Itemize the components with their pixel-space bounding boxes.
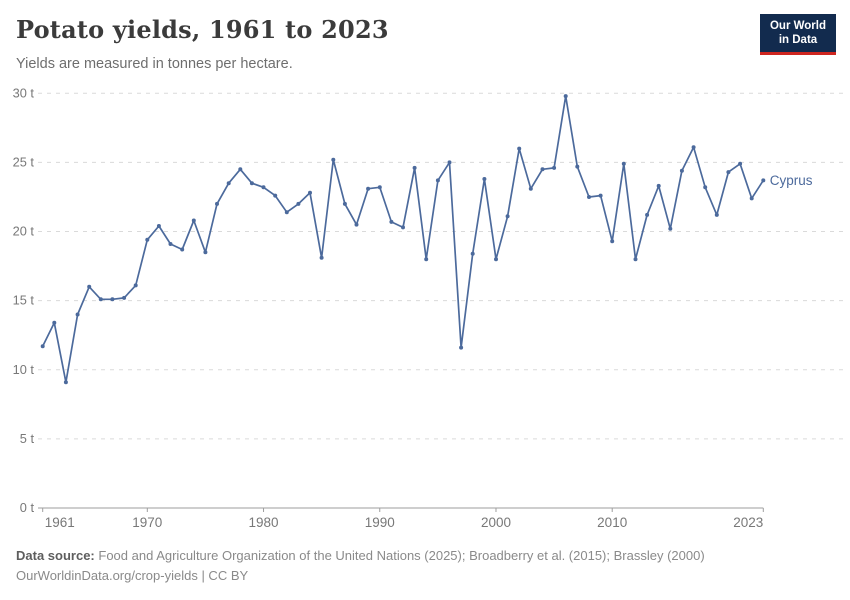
- data-point-2009[interactable]: [598, 193, 603, 198]
- series-label-cyprus[interactable]: Cyprus: [770, 173, 813, 188]
- data-point-2020[interactable]: [726, 170, 731, 175]
- data-point-1977[interactable]: [226, 181, 231, 186]
- data-source-text: Food and Agriculture Organization of the…: [98, 548, 705, 563]
- data-point-1987[interactable]: [342, 201, 347, 206]
- owid-logo[interactable]: Our World in Data: [760, 14, 836, 55]
- data-point-2003[interactable]: [528, 186, 533, 191]
- data-point-1974[interactable]: [191, 218, 196, 223]
- y-axis-tick-label: 25 t: [13, 154, 35, 169]
- data-point-1961[interactable]: [40, 344, 45, 349]
- data-point-1975[interactable]: [203, 250, 208, 255]
- data-point-1982[interactable]: [284, 210, 289, 215]
- data-point-2000[interactable]: [494, 257, 498, 262]
- data-point-1984[interactable]: [308, 190, 312, 195]
- y-axis-tick-label: 20 t: [13, 224, 35, 239]
- data-point-2012[interactable]: [633, 257, 638, 262]
- data-point-2023[interactable]: [761, 178, 766, 183]
- x-axis-tick-label: 1980: [249, 515, 279, 530]
- data-point-2017[interactable]: [691, 145, 696, 150]
- data-point-1971[interactable]: [156, 224, 161, 228]
- x-axis-tick-label: 1970: [132, 515, 162, 530]
- data-point-2014[interactable]: [656, 183, 661, 188]
- data-point-1990[interactable]: [377, 185, 382, 190]
- data-point-1973[interactable]: [180, 247, 185, 252]
- x-axis-tick-label: 2023: [733, 515, 763, 530]
- x-axis-tick-label: 2000: [481, 515, 511, 530]
- data-point-2015[interactable]: [668, 226, 673, 231]
- data-point-2010[interactable]: [610, 239, 615, 244]
- cyprus-line-series[interactable]: [41, 95, 765, 384]
- y-axis-tick-label: 30 t: [13, 85, 35, 100]
- data-point-1983[interactable]: [296, 201, 301, 206]
- data-point-1985[interactable]: [319, 255, 324, 260]
- data-point-1988[interactable]: [354, 222, 359, 227]
- data-point-1962[interactable]: [52, 320, 57, 325]
- data-point-1976[interactable]: [215, 201, 219, 206]
- data-point-1999[interactable]: [482, 177, 487, 181]
- data-point-1994[interactable]: [424, 257, 429, 262]
- x-axis-tick-label: 2010: [597, 515, 627, 530]
- data-point-1995[interactable]: [435, 178, 440, 183]
- data-point-1968[interactable]: [122, 295, 127, 300]
- data-point-2021[interactable]: [738, 161, 743, 166]
- data-point-1969[interactable]: [133, 283, 138, 288]
- data-point-2008[interactable]: [587, 195, 591, 199]
- chart-footer: Data source: Food and Agriculture Organi…: [16, 546, 736, 586]
- data-point-1972[interactable]: [168, 242, 173, 246]
- data-point-2013[interactable]: [645, 212, 650, 217]
- data-point-2002[interactable]: [517, 146, 522, 151]
- data-point-1963[interactable]: [63, 380, 68, 385]
- y-axis-tick-label: 15 t: [13, 293, 35, 308]
- y-axis-tick-label: 10 t: [13, 362, 35, 377]
- y-axis-tick-label: 5 t: [20, 431, 35, 446]
- data-point-2016[interactable]: [679, 168, 684, 173]
- data-point-2007[interactable]: [575, 164, 580, 169]
- data-point-1970[interactable]: [145, 237, 150, 242]
- page-title: Potato yields, 1961 to 2023: [16, 15, 389, 44]
- data-point-1964[interactable]: [75, 312, 80, 317]
- data-point-1993[interactable]: [412, 165, 417, 170]
- data-point-1996[interactable]: [447, 160, 452, 165]
- data-source-line: Data source: Food and Agriculture Organi…: [16, 546, 736, 566]
- x-axis-tick-label: 1990: [365, 515, 395, 530]
- data-point-1986[interactable]: [331, 157, 336, 162]
- data-point-2018[interactable]: [703, 185, 708, 190]
- data-point-1997[interactable]: [459, 345, 464, 350]
- data-point-2022[interactable]: [749, 196, 754, 201]
- data-point-1989[interactable]: [366, 186, 371, 191]
- data-point-2001[interactable]: [505, 214, 510, 219]
- data-point-1992[interactable]: [401, 225, 405, 230]
- data-point-1998[interactable]: [470, 251, 475, 256]
- data-point-1965[interactable]: [87, 284, 92, 289]
- data-point-1966[interactable]: [98, 297, 103, 302]
- data-point-1991[interactable]: [389, 219, 394, 224]
- data-point-1981[interactable]: [273, 193, 278, 198]
- data-source-label: Data source:: [16, 548, 95, 563]
- license-line[interactable]: OurWorldinData.org/crop-yields | CC BY: [16, 568, 249, 584]
- data-point-1967[interactable]: [110, 297, 115, 302]
- owid-logo-line2: in Data: [778, 34, 818, 47]
- data-point-2019[interactable]: [714, 212, 719, 217]
- data-point-2004[interactable]: [540, 167, 545, 172]
- data-point-1979[interactable]: [249, 181, 254, 186]
- data-point-1980[interactable]: [261, 185, 266, 190]
- y-axis-tick-label: 0 t: [20, 500, 35, 515]
- chart-subtitle: Yields are measured in tonnes per hectar…: [16, 56, 293, 72]
- data-point-2011[interactable]: [621, 161, 626, 166]
- x-axis-tick-label: 1961: [45, 515, 75, 530]
- owid-logo-line1: Our World: [769, 20, 826, 32]
- data-point-1978[interactable]: [238, 167, 243, 172]
- data-point-2005[interactable]: [552, 165, 557, 170]
- data-point-2006[interactable]: [563, 94, 568, 99]
